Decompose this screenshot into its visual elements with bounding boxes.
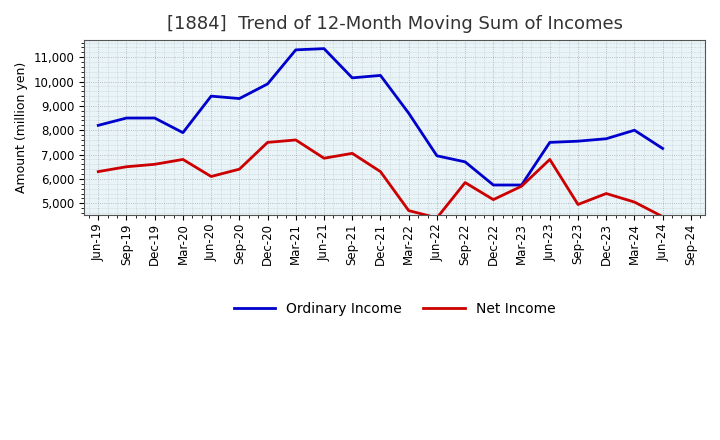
Net Income	[658, 214, 667, 219]
Ordinary Income	[207, 93, 215, 99]
Ordinary Income	[376, 73, 384, 78]
Net Income	[235, 166, 243, 172]
Net Income	[433, 215, 441, 220]
Ordinary Income	[602, 136, 611, 141]
Line: Net Income: Net Income	[98, 140, 662, 218]
Net Income	[320, 156, 328, 161]
Ordinary Income	[122, 115, 131, 121]
Net Income	[461, 180, 469, 185]
Ordinary Income	[320, 46, 328, 51]
Ordinary Income	[461, 159, 469, 165]
Legend: Ordinary Income, Net Income: Ordinary Income, Net Income	[228, 296, 561, 321]
Line: Ordinary Income: Ordinary Income	[98, 49, 662, 185]
Net Income	[207, 174, 215, 179]
Ordinary Income	[348, 75, 356, 81]
Net Income	[517, 183, 526, 189]
Ordinary Income	[179, 130, 187, 135]
Net Income	[150, 161, 159, 167]
Ordinary Income	[574, 139, 582, 144]
Net Income	[574, 202, 582, 207]
Ordinary Income	[658, 146, 667, 151]
Net Income	[122, 164, 131, 169]
Ordinary Income	[264, 81, 272, 87]
Ordinary Income	[433, 153, 441, 158]
Ordinary Income	[630, 128, 639, 133]
Ordinary Income	[517, 182, 526, 187]
Ordinary Income	[150, 115, 159, 121]
Title: [1884]  Trend of 12-Month Moving Sum of Incomes: [1884] Trend of 12-Month Moving Sum of I…	[166, 15, 623, 33]
Net Income	[602, 191, 611, 196]
Ordinary Income	[292, 47, 300, 52]
Net Income	[292, 137, 300, 143]
Net Income	[348, 151, 356, 156]
Net Income	[376, 169, 384, 174]
Ordinary Income	[546, 140, 554, 145]
Ordinary Income	[235, 96, 243, 101]
Net Income	[179, 157, 187, 162]
Net Income	[630, 199, 639, 205]
Net Income	[405, 208, 413, 213]
Ordinary Income	[405, 110, 413, 116]
Net Income	[264, 140, 272, 145]
Y-axis label: Amount (million yen): Amount (million yen)	[15, 62, 28, 194]
Ordinary Income	[489, 182, 498, 187]
Net Income	[489, 197, 498, 202]
Ordinary Income	[94, 123, 102, 128]
Net Income	[546, 157, 554, 162]
Net Income	[94, 169, 102, 174]
